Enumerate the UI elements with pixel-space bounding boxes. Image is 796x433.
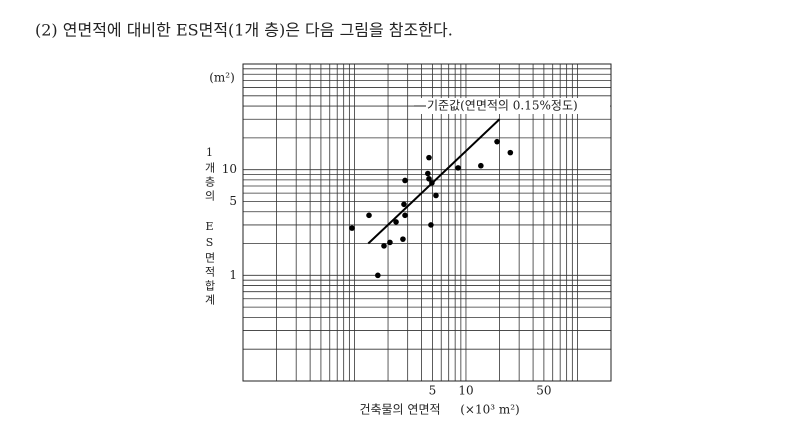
data-point: [349, 225, 355, 231]
data-point: [366, 212, 372, 219]
y-tick-label: 10: [222, 162, 237, 176]
annotation: 기준값(연면적의 0.15%정도): [427, 99, 578, 113]
data-point: [428, 222, 434, 228]
data-point: [507, 149, 514, 156]
data-point: [478, 162, 484, 169]
data-point: [455, 165, 461, 171]
data-point: [381, 243, 387, 249]
data-point: [401, 201, 407, 208]
data-point: [400, 236, 406, 242]
data-point: [387, 239, 393, 246]
x-tick-label: 10: [458, 384, 473, 398]
data-point: [494, 138, 500, 145]
annotation-bg: [420, 98, 610, 114]
y-tick-label: 1: [229, 268, 237, 282]
data-point: [375, 272, 381, 279]
plot-frame: [242, 63, 612, 382]
x-tick-label: 5: [429, 384, 437, 398]
data-point: [429, 180, 435, 186]
x-tick-label: 50: [536, 384, 551, 398]
data-point: [393, 219, 399, 225]
data-point: [433, 192, 439, 199]
y-tick-label: 5: [229, 194, 237, 208]
data-point: [426, 154, 432, 161]
heading: (2) 연면적에 대비한 ES면적(1개 층)은 다음 그림을 참조한다.: [35, 21, 453, 40]
data-point: [402, 212, 408, 219]
x-unit: (×10³ m²): [460, 403, 520, 417]
x-axis-label: 건축물의 연면적: [359, 403, 440, 417]
y-axis-label: 1개층의 ES면적합계: [203, 146, 216, 308]
data-point: [425, 170, 431, 177]
data-point: [402, 177, 408, 184]
y-unit: (m²): [209, 71, 235, 85]
data-point: [426, 175, 432, 182]
